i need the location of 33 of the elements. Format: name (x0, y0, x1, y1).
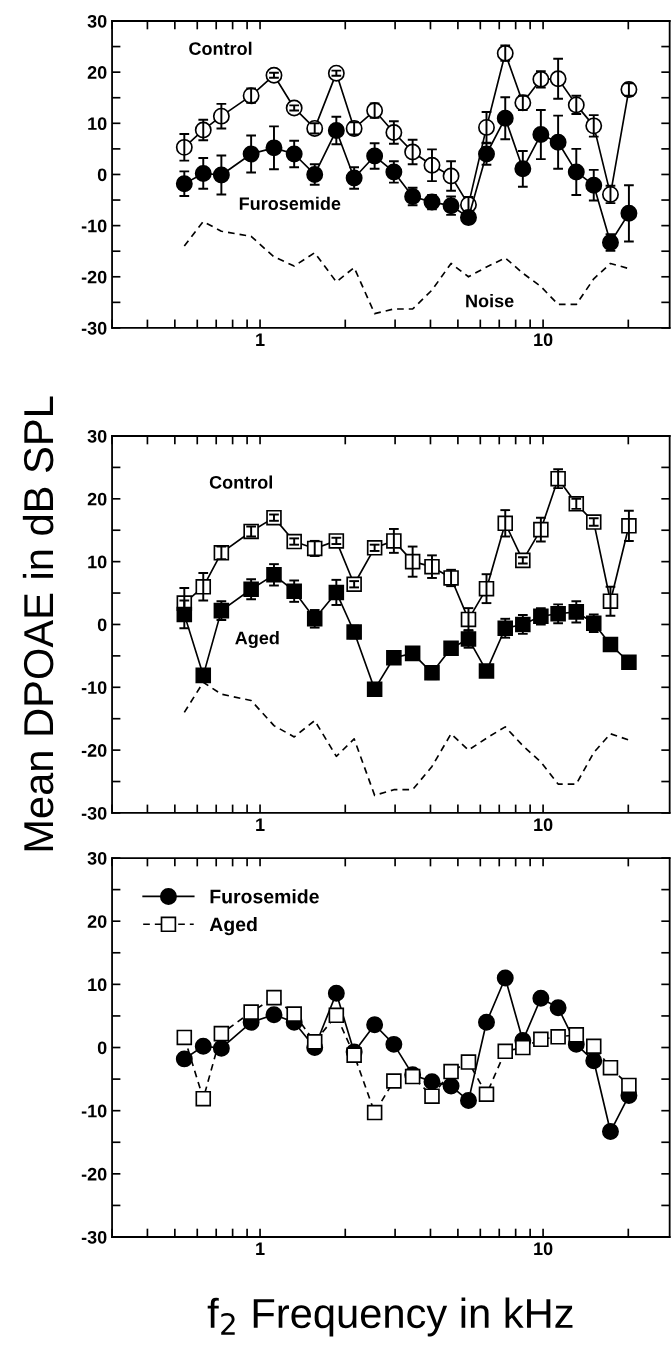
y-tick-label: 0 (97, 618, 107, 632)
legend-label: Control (189, 41, 252, 55)
y-tick-label: 30 (87, 429, 107, 443)
y-tick-label: 10 (88, 978, 107, 992)
y-tick-label: 0 (97, 1041, 107, 1055)
y-tick-label: 20 (87, 915, 107, 928)
series-label: Aged (235, 631, 279, 648)
y-tick-label: -30 (81, 1230, 107, 1244)
x-tick-label: 1 (256, 818, 265, 831)
x-tick-label: 1 (256, 333, 265, 346)
legend-label: Aged (209, 916, 257, 936)
x-tick-label: 1 (256, 1242, 265, 1255)
x-axis-title: f$_{2}$ Frequency in kHz (207, 1297, 573, 1337)
y-tick-label: 20 (87, 66, 107, 79)
y-tick-label: -20 (81, 270, 107, 284)
y-tick-label: 0 (97, 168, 107, 182)
y-tick-label: -30 (81, 321, 107, 335)
y-tick-label: -10 (81, 219, 107, 233)
y-axis-title: Mean DPOAE in dB SPL (22, 396, 54, 851)
series-label: Noise (466, 294, 514, 308)
y-tick-label: -20 (81, 1167, 107, 1181)
series-label: Furosemide (239, 196, 341, 210)
y-tick-label: 10 (88, 555, 107, 569)
y-tick-label: -10 (81, 1104, 107, 1118)
y-tick-label: 30 (87, 14, 107, 28)
y-tick-label: -10 (81, 681, 107, 695)
y-tick-label: 10 (88, 117, 107, 131)
series-label: Control (209, 475, 272, 489)
y-tick-label: 20 (87, 492, 107, 506)
y-tick-label: -20 (81, 744, 107, 757)
y-tick-label: 30 (87, 851, 107, 865)
legend-label: Furosemide (210, 889, 319, 904)
y-tick-label: -30 (81, 806, 107, 820)
